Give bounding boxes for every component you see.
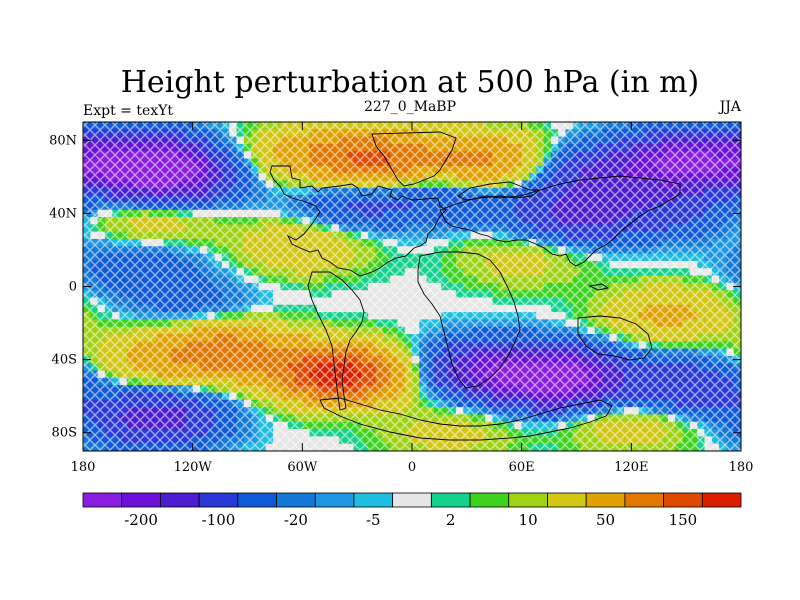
colorbar-label: -20 xyxy=(284,511,308,529)
colorbar-label: -5 xyxy=(366,511,381,529)
continent-outlines xyxy=(269,131,681,441)
colorbar-swatch xyxy=(430,492,471,508)
x-tick-label: 120W xyxy=(174,460,213,475)
sumatra-outline xyxy=(588,283,610,291)
colorbar-swatch xyxy=(701,492,742,508)
hatching-overlay xyxy=(83,122,741,451)
x-tick-label: 180 xyxy=(729,460,754,475)
colorbar-swatch xyxy=(585,492,626,508)
colorbar-swatch xyxy=(547,492,587,508)
right-string: JJA xyxy=(718,99,742,115)
colorbar-label: 10 xyxy=(519,511,538,529)
eurasia-outline xyxy=(439,175,681,267)
south-america-outline xyxy=(307,271,365,411)
europe-north-outline xyxy=(457,181,542,201)
center-string: 227_0_MaBP xyxy=(364,99,456,115)
colorbar-swatch xyxy=(160,492,200,508)
y-tick-label: 40S xyxy=(52,353,77,368)
colorbar-swatch xyxy=(121,492,161,508)
x-tick-label: 120E xyxy=(614,460,648,475)
colorbar-swatch xyxy=(314,492,355,508)
colorbar-swatch xyxy=(663,492,703,508)
x-tick-label: 0 xyxy=(408,460,416,475)
x-tick-label: 60E xyxy=(509,460,535,475)
colorbar-swatch xyxy=(353,492,394,508)
y-tick-label: 40N xyxy=(49,206,77,221)
colorbar-swatch xyxy=(82,492,123,508)
colorbar-label: -200 xyxy=(124,511,158,529)
north-america-outline xyxy=(269,165,447,277)
australia-outline xyxy=(577,315,653,361)
y-tick-label: 0 xyxy=(69,280,77,295)
colorbar-swatch xyxy=(624,492,664,508)
chart-title: Height perturbation at 500 hPa (in m) xyxy=(121,65,699,100)
x-tick-label: 180 xyxy=(71,460,96,475)
africa-outline xyxy=(417,251,521,389)
x-tick-label: 60W xyxy=(287,460,318,475)
colorbar-swatch xyxy=(508,492,548,508)
colorbar-swatch xyxy=(276,492,316,508)
colorbar-label: 150 xyxy=(669,511,698,529)
colorbar-label: -100 xyxy=(202,511,236,529)
colorbar-swatch xyxy=(469,492,510,508)
colorbar-labels: -200 -100 -20 -5 2 10 50 150 xyxy=(124,511,697,529)
colorbar-label: 2 xyxy=(446,511,456,529)
colorbar-swatch xyxy=(237,492,277,508)
x-axis-ticks: 180 120W 60W 0 60E 120E 180 xyxy=(71,122,754,475)
greenland-outline xyxy=(371,131,457,187)
colorbar-swatch xyxy=(198,492,239,508)
left-string: Expt = texYt xyxy=(83,103,173,119)
colorbar xyxy=(82,492,742,508)
colorbar-label: 50 xyxy=(596,511,615,529)
y-tick-label: 80N xyxy=(49,133,77,148)
y-axis-ticks: 80N 40N 0 40S 80S xyxy=(49,133,741,441)
antarctica-outline xyxy=(319,397,613,441)
y-tick-label: 80S xyxy=(52,426,77,441)
colorbar-swatch xyxy=(392,492,432,508)
